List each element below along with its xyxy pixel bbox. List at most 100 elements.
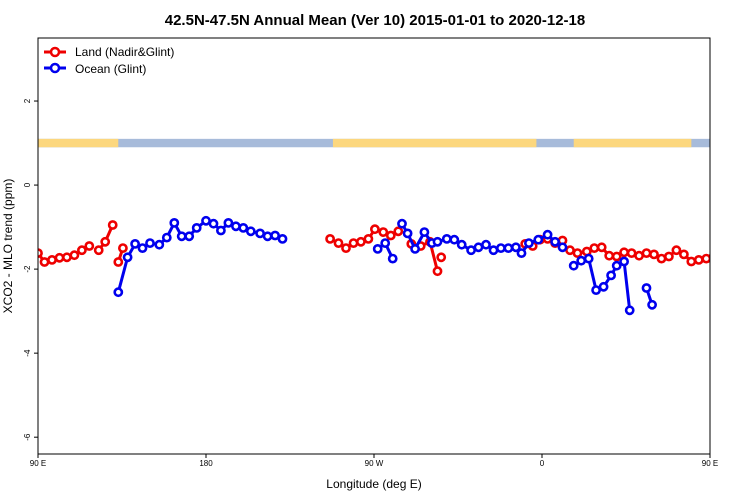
data-point-land-7: [84, 241, 95, 251]
data-point-ocean-50: [591, 285, 601, 295]
data-point-land-17: [355, 236, 366, 247]
data-point-ocean-9: [184, 231, 195, 242]
data-point-land-18: [363, 233, 374, 244]
data-point-land-13: [325, 233, 335, 244]
data-point-ocean-13: [215, 225, 226, 236]
data-point-ocean-36: [481, 239, 491, 250]
data-point-land-47: [664, 251, 674, 262]
data-point-ocean-26: [402, 228, 413, 239]
x-tick-label-4: 90 E: [702, 459, 718, 468]
land-band-segment-0: [38, 138, 119, 148]
data-point-ocean-43: [533, 234, 544, 245]
data-point-ocean-55: [624, 305, 635, 316]
data-point-land-22: [393, 226, 404, 237]
data-point-ocean-19: [262, 231, 273, 242]
data-point-land-35: [572, 248, 583, 258]
data-point-ocean-45: [550, 236, 560, 247]
data-point-land-50: [686, 256, 697, 267]
data-point-ocean-16: [238, 222, 249, 233]
legend-label-land: Land (Nadir&Glint): [75, 45, 174, 59]
data-point-ocean-47: [568, 260, 579, 271]
data-point-land-45: [649, 249, 659, 260]
data-point-land-48: [671, 245, 682, 256]
data-point-land-20: [378, 227, 389, 237]
data-point-land-9: [100, 236, 111, 247]
data-point-ocean-22: [372, 243, 383, 254]
data-point-land-14: [333, 238, 344, 248]
data-point-land-10: [107, 220, 118, 230]
data-point-ocean-5: [154, 239, 165, 250]
data-point-ocean-2: [130, 238, 140, 249]
data-point-land-27: [436, 252, 447, 263]
y-tick-label-2: -2: [23, 265, 32, 273]
data-point-ocean-54: [619, 256, 629, 267]
data-point-land-39: [604, 250, 615, 261]
data-point-ocean-20: [270, 230, 280, 241]
data-point-ocean-15: [230, 221, 241, 232]
data-point-land-8: [93, 245, 104, 256]
data-point-land-34: [565, 245, 575, 256]
data-point-ocean-28: [419, 227, 430, 237]
data-point-ocean-52: [606, 270, 616, 281]
y-tick-label-1: 0: [23, 182, 32, 187]
legend-marker-ocean: [49, 62, 61, 74]
data-point-land-38: [596, 242, 607, 253]
land-band-segment-2: [573, 138, 692, 148]
y-tick-label-3: -4: [23, 349, 32, 357]
data-point-land-15: [341, 243, 351, 253]
x-tick-label-3: 0: [540, 459, 545, 468]
data-point-land-21: [385, 230, 396, 241]
data-point-ocean-38: [495, 243, 506, 253]
data-point-land-49: [679, 249, 689, 260]
data-point-ocean-30: [432, 236, 443, 247]
x-tick-label-2: 90 W: [365, 459, 384, 468]
data-point-ocean-41: [516, 248, 527, 258]
data-point-ocean-51: [598, 281, 609, 292]
data-point-ocean-24: [387, 253, 398, 264]
x-tick-label-0: 90 E: [30, 459, 46, 468]
data-point-land-40: [611, 251, 622, 262]
data-point-land-4: [62, 252, 72, 263]
y-axis: 2 0 -2 -4 -6: [23, 98, 38, 441]
y-axis-label: XCO2 - MLO trend (ppm): [1, 179, 15, 314]
data-point-ocean-6: [161, 232, 172, 243]
data-point-ocean-0: [113, 287, 124, 298]
data-point-ocean-46: [557, 242, 568, 253]
data-point-ocean-33: [456, 239, 467, 250]
data-point-ocean-31: [441, 233, 452, 244]
data-point-ocean-32: [449, 234, 460, 245]
data-point-ocean-49: [583, 253, 594, 264]
data-point-ocean-57: [647, 299, 657, 310]
data-point-land-3: [54, 252, 65, 263]
data-point-land-37: [589, 243, 600, 253]
data-point-land-16: [348, 238, 359, 248]
data-point-ocean-18: [255, 228, 265, 239]
data-point-ocean-11: [201, 215, 211, 226]
series-layer: [38, 215, 710, 316]
y-tick-label-4: -6: [23, 433, 32, 441]
data-point-ocean-48: [576, 255, 587, 266]
series-ocean: [113, 215, 657, 316]
legend-marker-land: [49, 46, 61, 58]
data-point-ocean-21: [277, 233, 288, 244]
legend: Land (Nadir&Glint) Ocean (Glint): [44, 45, 174, 76]
data-point-ocean-40: [511, 242, 521, 253]
data-point-ocean-23: [380, 238, 391, 248]
legend-label-ocean: Ocean (Glint): [75, 62, 146, 76]
data-point-land-19: [369, 224, 380, 235]
data-point-land-44: [641, 248, 652, 258]
data-point-land-41: [619, 247, 629, 258]
data-point-land-12: [118, 243, 128, 253]
y-tick-label-0: 2: [23, 98, 32, 103]
data-point-ocean-44: [542, 229, 553, 240]
data-point-land-6: [77, 245, 87, 256]
data-point-ocean-25: [397, 218, 407, 229]
data-point-ocean-7: [169, 217, 180, 228]
data-point-ocean-42: [524, 238, 534, 248]
data-point-ocean-39: [503, 243, 514, 253]
data-point-land-26: [432, 266, 443, 277]
x-axis-label: Longitude (deg E): [326, 477, 421, 491]
data-point-ocean-4: [145, 238, 155, 248]
data-point-ocean-1: [122, 252, 133, 263]
